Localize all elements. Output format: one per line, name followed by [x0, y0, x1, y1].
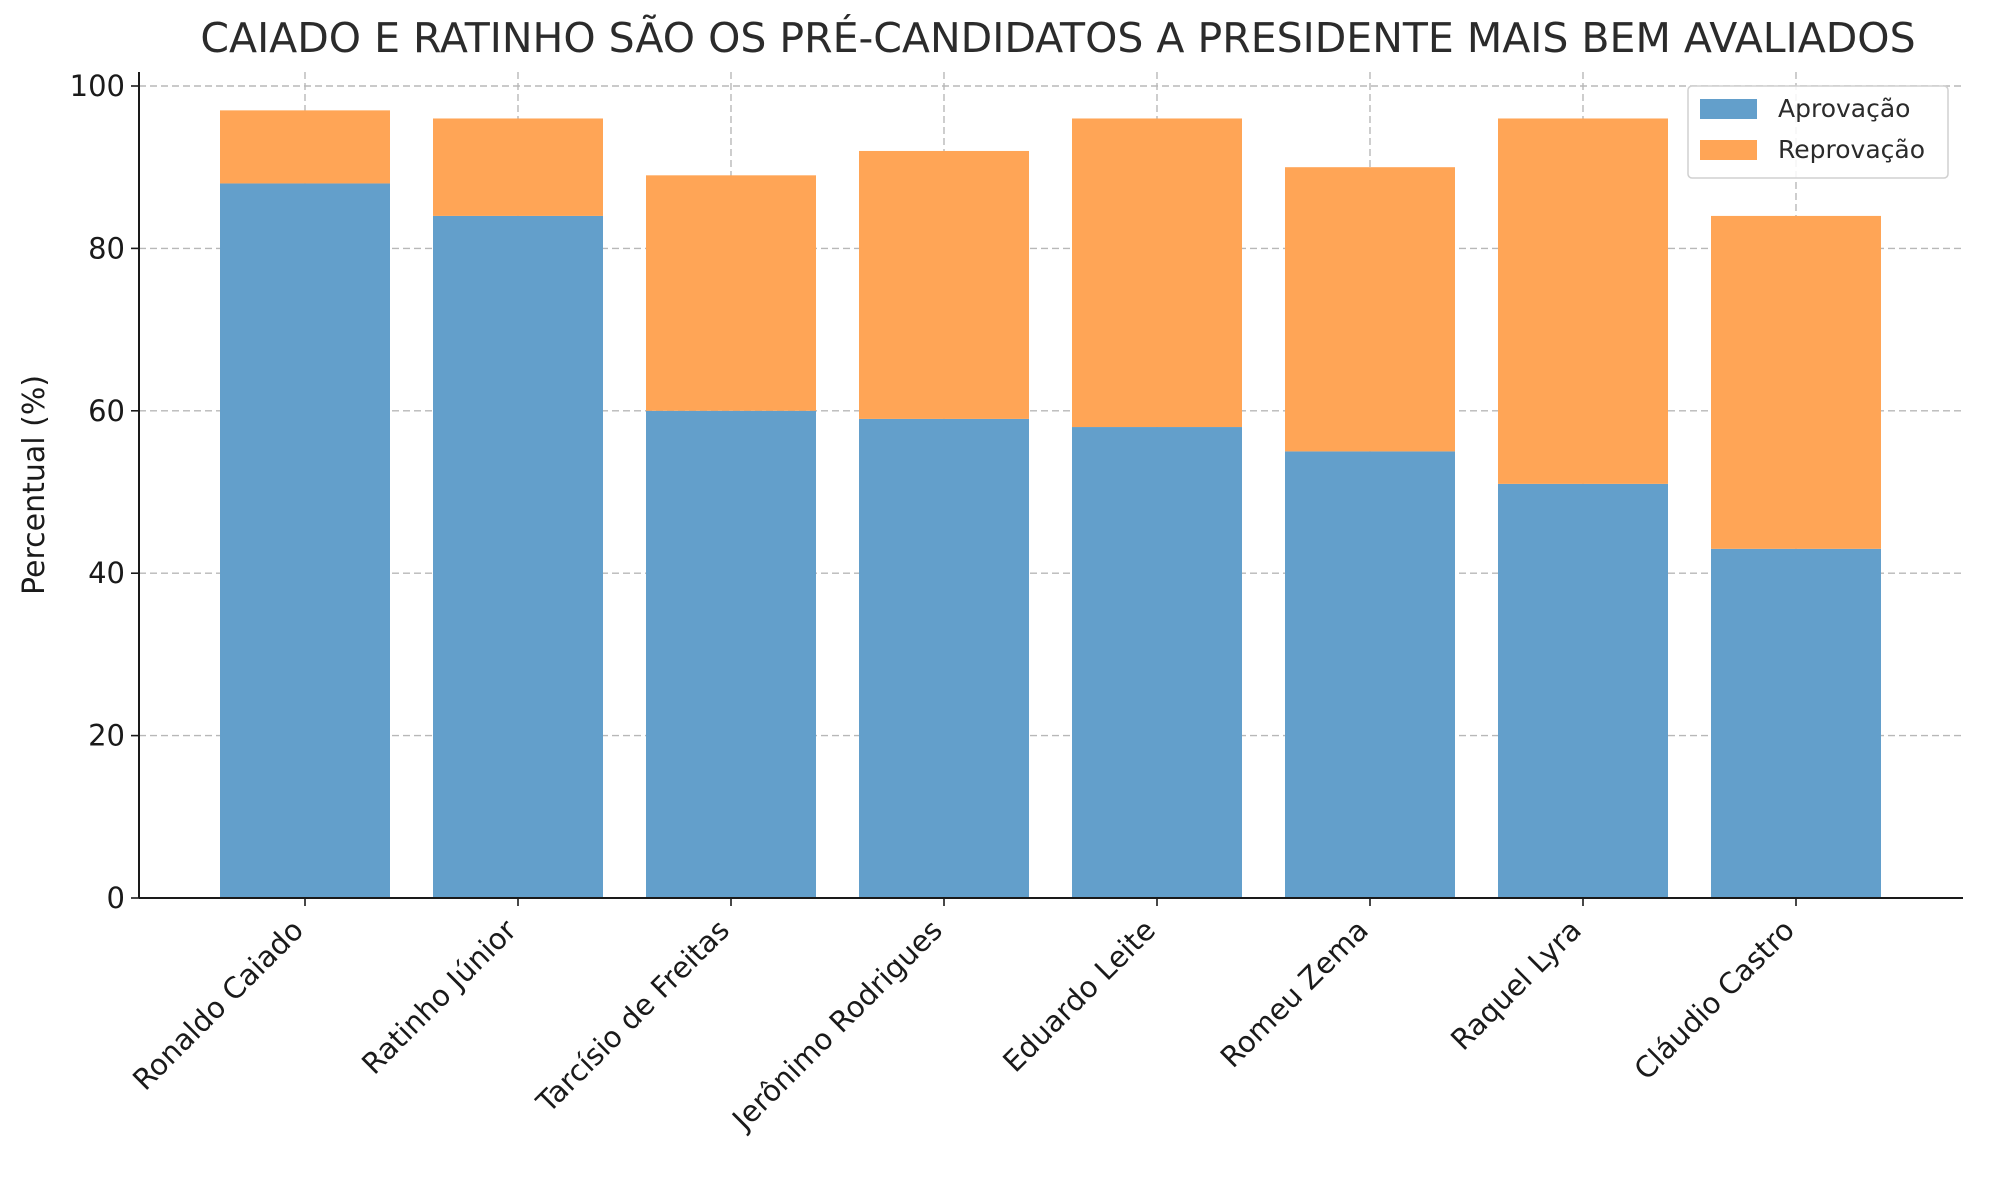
- x-tick-label: Raquel Lyra: [1444, 913, 1588, 1057]
- bar-aprovacao: [1072, 427, 1242, 898]
- bar-reprovacao: [1285, 167, 1455, 452]
- x-tick-label: Ratinho Júnior: [355, 913, 523, 1081]
- bar-reprovacao: [1498, 118, 1668, 484]
- bar-aprovacao: [1711, 548, 1881, 898]
- x-tick-label: Tarcísio de Freitas: [529, 913, 736, 1120]
- bars: [220, 110, 1881, 899]
- bar-reprovacao: [859, 150, 1029, 419]
- bar-reprovacao: [1072, 118, 1242, 428]
- bar-reprovacao: [220, 110, 390, 184]
- chart-title: CAIADO E RATINHO SÃO OS PRÉ-CANDIDATOS A…: [200, 14, 1915, 62]
- x-tick-label: Ronaldo Caiado: [126, 913, 310, 1097]
- y-tick-label: 40: [88, 556, 125, 590]
- bar-aprovacao: [220, 183, 390, 898]
- grid: [139, 72, 1963, 899]
- x-tick-label: Jerônimo Rodrigues: [724, 913, 949, 1138]
- y-tick-label: 20: [88, 719, 125, 753]
- y-tick-label: 60: [88, 394, 125, 428]
- legend-swatch: [1700, 140, 1757, 160]
- x-tick-label: Cláudio Castro: [1627, 913, 1801, 1087]
- bar-aprovacao: [1498, 483, 1668, 898]
- bar-aprovacao: [433, 215, 603, 899]
- bar-reprovacao: [433, 118, 603, 216]
- y-tick-label: 100: [70, 69, 125, 103]
- bar-aprovacao: [1285, 451, 1455, 898]
- legend-swatch: [1700, 99, 1757, 119]
- x-tick-label: Eduardo Leite: [996, 913, 1162, 1079]
- bar-aprovacao: [646, 410, 816, 898]
- y-tick-label: 0: [107, 881, 125, 915]
- legend: Aprovação Reprovação: [1687, 85, 1949, 179]
- legend-label: Aprovação: [1778, 94, 1910, 123]
- bar-reprovacao: [1711, 215, 1881, 549]
- bar-reprovacao: [646, 175, 816, 411]
- x-tick-label: Romeu Zema: [1214, 913, 1375, 1074]
- bar-aprovacao: [859, 418, 1029, 898]
- y-axis-label: Percentual (%): [17, 375, 52, 595]
- axes: [131, 72, 1963, 906]
- y-tick-label: 80: [88, 231, 125, 265]
- legend-label: Reprovação: [1778, 135, 1925, 164]
